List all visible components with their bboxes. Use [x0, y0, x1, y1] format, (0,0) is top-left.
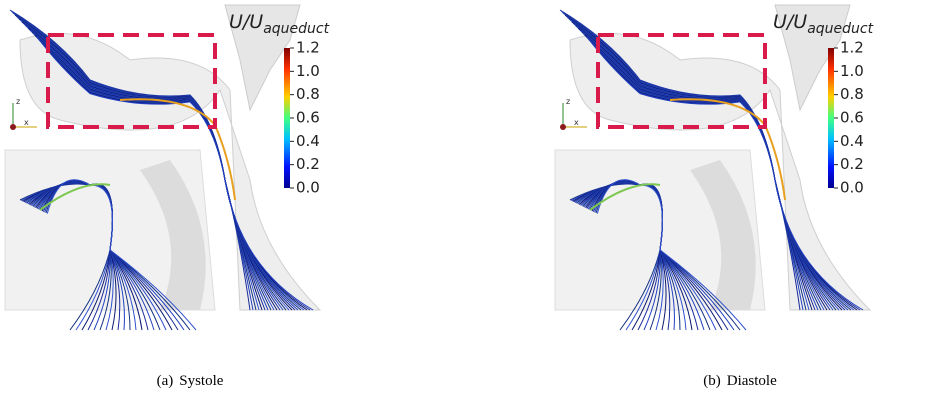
streamline-core	[39, 183, 111, 211]
colorbar-title-sub: aqueduct	[807, 21, 873, 37]
colorbar-tick-label: 1.2	[296, 39, 320, 57]
tissue	[774, 4, 851, 112]
caption-text: Diastole	[727, 373, 777, 389]
streamline	[596, 179, 747, 331]
colorbar-title: U/Uaqueduct	[773, 11, 874, 37]
caption: (b) Diastole	[703, 373, 777, 389]
caption-label: (a)	[157, 373, 174, 389]
streamline	[46, 179, 197, 331]
inset-frame	[596, 33, 767, 129]
axis-label: z	[566, 97, 570, 106]
colorbar-tick-label: 1.2	[840, 39, 864, 57]
caption-text: Systole	[179, 373, 224, 389]
colorbar-tick-label: 0.8	[840, 85, 864, 103]
inset-frame	[46, 33, 217, 129]
streamline-core	[589, 183, 661, 211]
colorbar-tick-label: 0.8	[296, 85, 320, 103]
colorbar-tick-label: 0.2	[840, 155, 864, 173]
caption-label: (b)	[703, 373, 721, 389]
streamline	[36, 36, 314, 311]
colorbar-tick-label: 0.2	[296, 155, 320, 173]
colorbar-tick-label: 0.4	[840, 132, 864, 150]
tissue	[690, 160, 756, 310]
axis-triad	[10, 124, 16, 130]
colorbar	[828, 48, 834, 188]
colorbar-tick-label: 1.0	[840, 62, 864, 80]
colorbar-tick-label: 0.4	[296, 132, 320, 150]
colorbar-tick-label: 1.0	[296, 62, 320, 80]
axis-triad	[560, 124, 566, 130]
axis-label: x	[24, 118, 29, 127]
panel: z x U/Uaqueduct 0.0 0.2 0.4 0.6 0.8 1.0 1.2 (a) Sys…	[4, 4, 330, 389]
colorbar-tick-label: 0.6	[840, 109, 864, 127]
colorbar-title: U/Uaqueduct	[229, 11, 330, 37]
colorbar-title-main: U/U	[229, 11, 263, 33]
tissue	[224, 4, 301, 112]
panel: z x U/Uaqueduct 0.0 0.2 0.4 0.6 0.8 1.0 1.2 (b) Dia…	[554, 4, 874, 389]
caption: (a) Systole	[157, 373, 224, 389]
tissue	[140, 160, 206, 310]
colorbar-title-sub: aqueduct	[263, 21, 329, 37]
streamline	[586, 36, 864, 311]
axis-label: x	[574, 118, 579, 127]
colorbar-title-main: U/U	[773, 11, 807, 33]
colorbar-tick-label: 0.0	[840, 179, 864, 197]
colorbar-tick-label: 0.6	[296, 109, 320, 127]
colorbar-tick-label: 0.0	[296, 179, 320, 197]
axis-label: z	[16, 97, 20, 106]
colorbar	[284, 48, 290, 188]
